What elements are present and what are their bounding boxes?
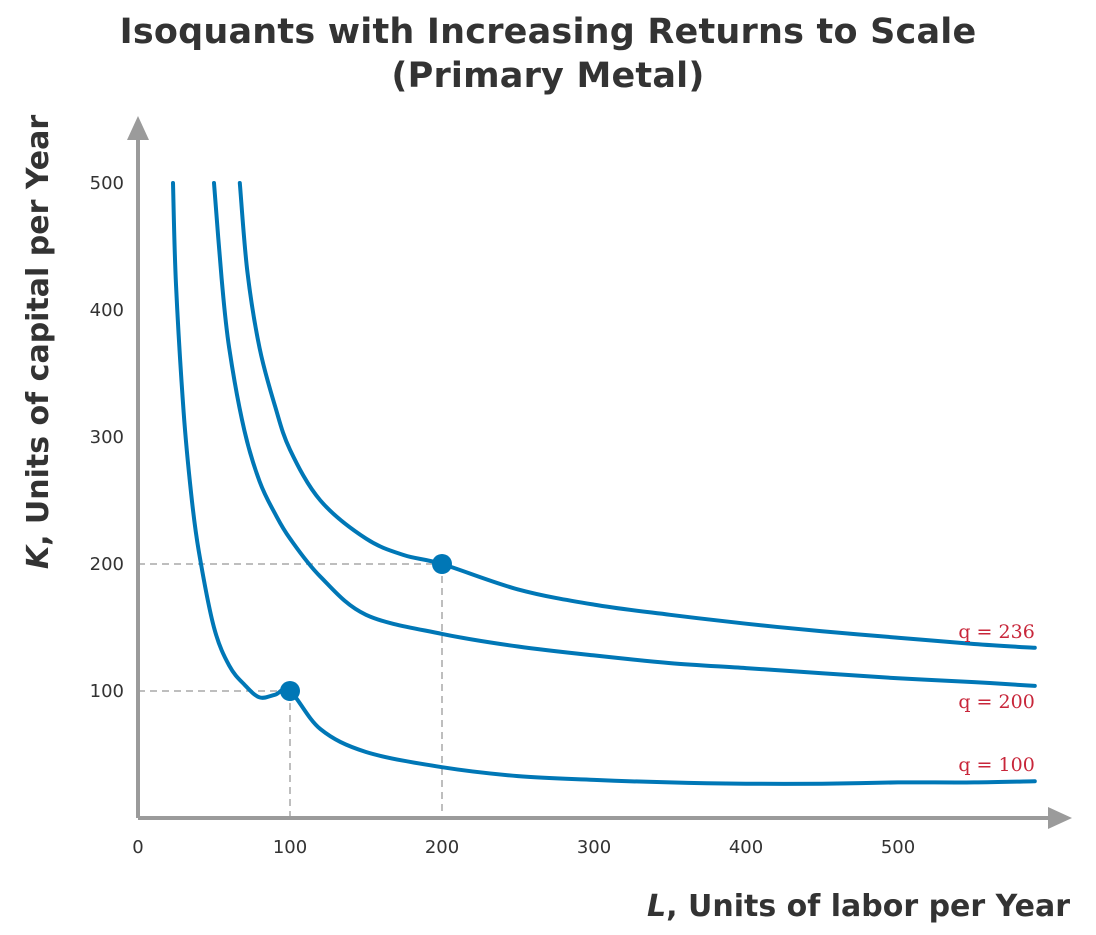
y-axis-variable: K bbox=[21, 543, 56, 569]
y-tick-label: 200 bbox=[90, 554, 124, 575]
chart-title: Isoquants with Increasing Returns to Sca… bbox=[119, 12, 977, 52]
chart-subtitle: (Primary Metal) bbox=[391, 56, 705, 96]
x-tick-label: 500 bbox=[881, 837, 915, 858]
tick-labels: 0 100 200 300 400 500 100 200 300 400 500 bbox=[90, 173, 916, 858]
x-axis-arrow bbox=[1048, 807, 1072, 829]
isoquant-curves bbox=[171, 181, 1037, 786]
x-axis-label: L, Units of labor per Year bbox=[647, 889, 1070, 924]
x-tick-label: 400 bbox=[729, 837, 763, 858]
y-axis-arrow bbox=[127, 116, 149, 140]
isoquant-label: q = 200 bbox=[958, 691, 1034, 713]
isoquant-line bbox=[237, 181, 1037, 650]
highlighted-point bbox=[280, 681, 300, 701]
guide-lines bbox=[138, 563, 443, 818]
curve-labels: q = 100 q = 200 q = 236 bbox=[958, 621, 1034, 776]
x-tick-label: 0 bbox=[132, 837, 143, 858]
highlighted-points bbox=[280, 554, 452, 701]
y-tick-label: 500 bbox=[90, 173, 124, 194]
y-axis-label: K, Units of capital per Year bbox=[21, 115, 56, 570]
isoquant-label: q = 236 bbox=[958, 621, 1034, 643]
x-axis-label-text: , Units of labor per Year bbox=[666, 889, 1070, 924]
x-tick-label: 300 bbox=[577, 837, 611, 858]
y-tick-label: 400 bbox=[90, 300, 124, 321]
isoquant-label: q = 100 bbox=[958, 754, 1034, 776]
y-tick-label: 100 bbox=[90, 681, 124, 702]
x-axis-variable: L bbox=[647, 889, 666, 924]
highlighted-point bbox=[432, 554, 452, 574]
x-tick-label: 200 bbox=[425, 837, 459, 858]
isoquant-line bbox=[212, 181, 1037, 688]
axes bbox=[127, 116, 1072, 829]
y-axis-label-text: , Units of capital per Year bbox=[21, 115, 56, 546]
x-tick-label: 100 bbox=[273, 837, 307, 858]
isoquant-line bbox=[171, 181, 1037, 786]
y-tick-label: 300 bbox=[90, 427, 124, 448]
